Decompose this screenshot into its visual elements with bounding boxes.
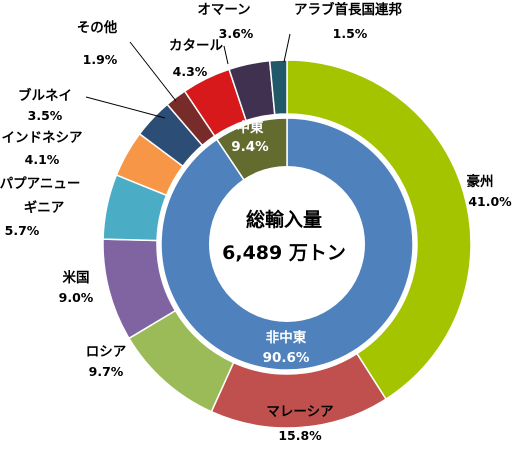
- value-inner-0: 90.6%: [263, 350, 310, 366]
- value-outer-4: 5.7%: [5, 223, 40, 238]
- outer-slice-0: [286, 59, 472, 401]
- value-outer-10: 1.5%: [333, 26, 368, 41]
- label-outer-4-line1: パプアニュー: [0, 176, 80, 192]
- leader-line-10: [283, 33, 291, 63]
- label-outer-9: オマーン: [197, 2, 250, 18]
- inner-ring: [160, 117, 414, 371]
- outer-ring: [102, 59, 472, 429]
- value-outer-9: 3.6%: [219, 26, 254, 41]
- label-outer-6: ブルネイ: [18, 87, 72, 104]
- value-outer-7: 1.9%: [83, 52, 118, 67]
- value-outer-8: 4.3%: [173, 64, 208, 79]
- label-outer-10: アラブ首長国連邦: [294, 1, 402, 18]
- leader-lines: [85, 33, 291, 119]
- value-outer-3: 9.0%: [59, 290, 94, 305]
- label-outer-2: ロシア: [86, 344, 127, 360]
- center-value: 6,489 万トン: [222, 242, 346, 264]
- label-outer-3: 米国: [63, 269, 90, 286]
- label-outer-7: その他: [77, 19, 118, 36]
- center-label: 総輸入量 6,489 万トン: [222, 208, 346, 264]
- value-outer-2: 9.7%: [89, 364, 124, 379]
- label-outer-1: マレーシア: [266, 404, 333, 420]
- center-title: 総輸入量: [246, 208, 322, 231]
- value-outer-5: 4.1%: [25, 152, 60, 167]
- label-inner-0: 非中東: [266, 329, 307, 346]
- leader-line-6: [85, 96, 166, 119]
- leader-line-9: [223, 45, 229, 65]
- value-outer-6: 3.5%: [28, 108, 63, 123]
- outer-slice-10: [268, 59, 288, 116]
- value-outer-0: 41.0%: [468, 194, 512, 209]
- value-inner-1: 9.4%: [231, 139, 269, 155]
- leader-line-7: [129, 41, 177, 102]
- donut-hole: [209, 166, 365, 322]
- label-outer-5: インドネシア: [2, 130, 83, 146]
- label-outer-0: 豪州: [467, 173, 494, 190]
- label-inner-1: 中東: [237, 119, 264, 136]
- value-outer-1: 15.8%: [278, 428, 322, 443]
- label-outer-4-line2: ギニア: [24, 200, 65, 216]
- label-outer-8: カタール: [169, 38, 223, 54]
